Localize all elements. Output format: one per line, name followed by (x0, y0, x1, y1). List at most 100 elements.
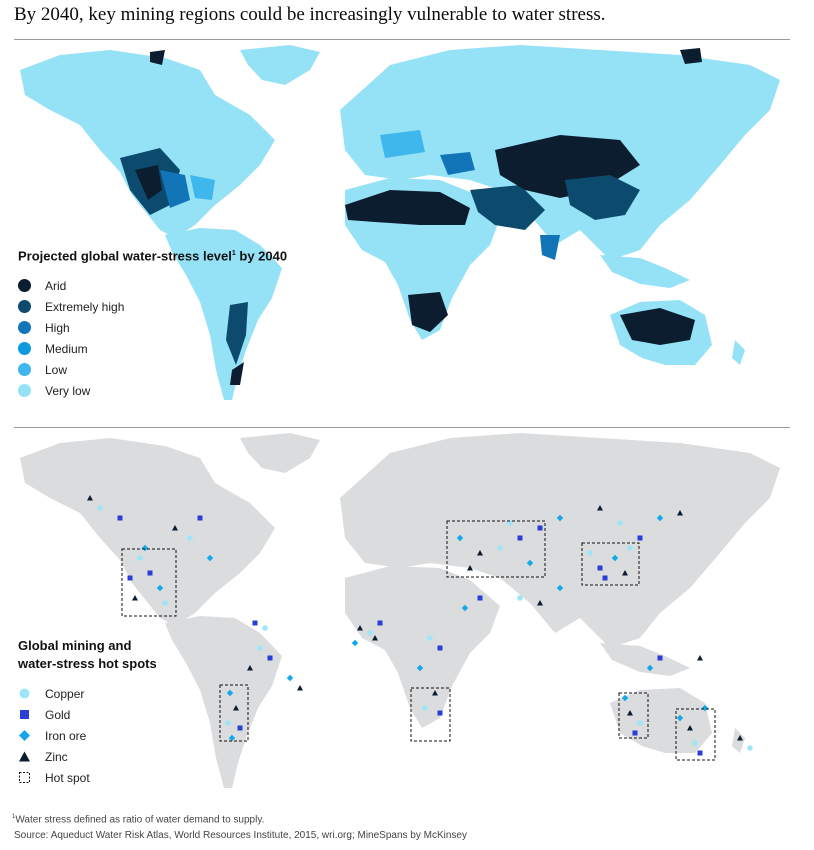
mine-marker-triangle (297, 685, 303, 691)
water-stress-map (20, 45, 780, 400)
legend-label: High (45, 320, 70, 335)
mine-marker-triangle (737, 735, 743, 741)
mine-marker-circle (97, 505, 103, 511)
hot-spot-box (581, 542, 640, 586)
mine-marker-square (117, 515, 123, 521)
mine-marker-triangle (132, 595, 138, 601)
mine-marker-diamond (676, 714, 684, 722)
dashed-square-icon (18, 771, 31, 784)
mine-marker-circle (137, 555, 143, 561)
mine-marker-diamond (416, 664, 424, 672)
legend-swatch (18, 384, 31, 398)
mine-marker-square (267, 655, 273, 661)
legend-swatch (18, 300, 31, 314)
mine-marker-square (147, 570, 153, 576)
mine-marker-circle (507, 520, 513, 526)
mine-marker-triangle (687, 725, 693, 731)
mine-marker-circle (497, 545, 503, 551)
source-note: Source: Aqueduct Water Risk Atlas, World… (14, 830, 467, 841)
water-stress-legend-item: Arid (18, 275, 287, 296)
mine-marker-diamond (228, 734, 236, 742)
water-stress-legend-item: High (18, 317, 287, 338)
legend-swatch (18, 342, 31, 356)
mine-marker-square (657, 655, 663, 661)
mine-marker-triangle (477, 550, 483, 556)
diamond-icon (18, 729, 31, 742)
mine-marker-circle (162, 600, 168, 606)
mine-marker-square (437, 645, 443, 651)
mine-marker-diamond (461, 604, 469, 612)
footnote: 1Water stress defined as ratio of water … (12, 814, 265, 826)
mine-marker-diamond (556, 514, 564, 522)
mine-marker-triangle (87, 495, 93, 501)
mine-marker-diamond (286, 674, 294, 682)
mine-marker-square (477, 595, 483, 601)
mine-marker-diamond (556, 584, 564, 592)
mine-marker-circle (747, 745, 753, 751)
mine-marker-square (517, 535, 523, 541)
mine-marker-diamond (141, 544, 149, 552)
mine-marker-square (602, 575, 608, 581)
middle-divider (14, 427, 790, 428)
legend-label: Iron ore (45, 728, 87, 743)
mine-marker-square (237, 725, 243, 731)
mine-marker-triangle (172, 525, 178, 531)
mine-marker-circle (257, 645, 263, 651)
mine-marker-square (537, 525, 543, 531)
mining-legend-item: Iron ore (18, 725, 157, 746)
mine-marker-diamond (656, 514, 664, 522)
mine-marker-triangle (357, 625, 363, 631)
circle-icon (18, 687, 31, 700)
mine-marker-diamond (701, 704, 709, 712)
legend-label: Extremely high (45, 299, 125, 314)
hot-spot-box (618, 692, 649, 739)
mine-marker-square (197, 515, 203, 521)
mine-markers (87, 495, 753, 756)
mining-legend-item: Zinc (18, 746, 157, 767)
mining-hotspot-map (20, 433, 780, 788)
water-stress-regions (120, 48, 702, 385)
mine-marker-circle (422, 705, 428, 711)
mine-marker-diamond (611, 554, 619, 562)
hot-spot-box (121, 548, 177, 617)
water-stress-legend: Projected global water-stress level1 by … (18, 245, 287, 401)
legend-label: Gold (45, 707, 71, 722)
mine-marker-circle (692, 740, 698, 746)
hot-spot-box (446, 520, 546, 578)
legend-swatch (18, 321, 31, 335)
mine-marker-triangle (247, 665, 253, 671)
mine-marker-triangle (467, 565, 473, 571)
mine-marker-triangle (233, 705, 239, 711)
mine-marker-diamond (621, 694, 629, 702)
hot-spot-box (410, 687, 451, 742)
mine-marker-circle (627, 545, 633, 551)
legend-label: Low (45, 362, 68, 377)
square-icon (18, 708, 31, 721)
water-stress-legend-item: Extremely high (18, 296, 287, 317)
water-stress-legend-item: Very low (18, 380, 287, 401)
mine-marker-triangle (697, 655, 703, 661)
mining-legend-item: Copper (18, 683, 157, 704)
mine-marker-square (437, 710, 443, 716)
mine-marker-circle (187, 535, 193, 541)
mine-marker-triangle (627, 710, 633, 716)
top-divider (14, 39, 790, 40)
mine-marker-diamond (351, 639, 359, 647)
mining-legend-list: Copper Gold Iron ore Zinc Hot spot (18, 683, 157, 788)
mine-marker-circle (587, 550, 593, 556)
mine-marker-square (697, 750, 703, 756)
water-stress-legend-heading: Projected global water-stress level1 by … (18, 248, 288, 264)
mine-marker-triangle (432, 690, 438, 696)
legend-label: Medium (45, 341, 88, 356)
triangle-icon (18, 750, 31, 763)
mining-legend-item: Hot spot (18, 767, 157, 788)
mine-marker-triangle (597, 505, 603, 511)
hot-spot-boxes (121, 520, 716, 761)
mine-marker-circle (637, 720, 643, 726)
water-stress-legend-list: Arid Extremely high High Medium Low Very low (18, 275, 287, 401)
mine-marker-triangle (537, 600, 543, 606)
mine-marker-circle (427, 635, 433, 641)
legend-label: Copper (45, 686, 85, 701)
mine-marker-square (377, 620, 383, 626)
mining-legend-heading: Global mining and water-stress hot spots (18, 638, 157, 671)
